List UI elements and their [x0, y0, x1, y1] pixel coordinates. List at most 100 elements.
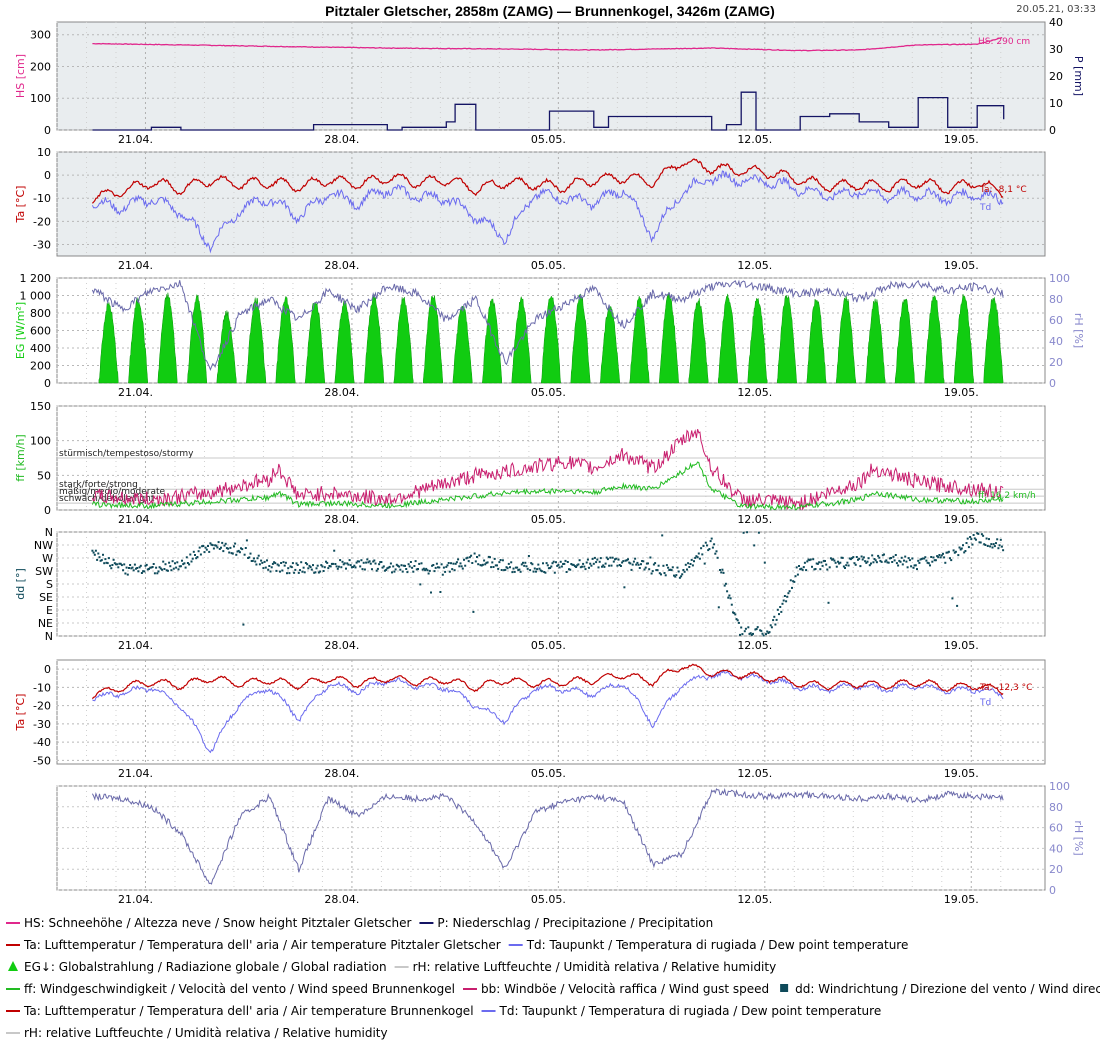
wind-direction-point: [950, 559, 953, 562]
wind-direction-point: [645, 562, 648, 565]
wind-direction-point: [647, 562, 649, 565]
wind-direction-point: [595, 561, 598, 564]
wind-direction-point: [258, 563, 261, 566]
wind-direction-point: [143, 570, 146, 573]
wind-direction-point: [441, 573, 444, 576]
wind-direction-point: [367, 561, 370, 564]
wind-direction-point: [737, 621, 740, 624]
wind-direction-point: [560, 565, 563, 568]
wind-direction-point: [229, 546, 232, 549]
y-tick-label: 800: [30, 307, 51, 320]
wind-direction-point: [808, 559, 811, 562]
wind-direction-point: [597, 566, 600, 569]
x-tick-label: 19.05.: [944, 133, 979, 146]
wind-direction-point: [137, 570, 140, 573]
wind-direction-point: [496, 564, 498, 567]
wind-direction-point: [665, 564, 668, 567]
wind-direction-point: [217, 541, 220, 544]
wind-direction-point: [978, 541, 981, 544]
panel-temp-pitztal: 21.04. 28.04. 05.05. 12.05. 19.05. -30 -20 -10 0…: [14, 146, 1046, 272]
wind-direction-point: [629, 562, 632, 565]
wind-direction-point: [362, 561, 365, 564]
radiation-day: [364, 294, 385, 384]
y-tick-label: 0: [44, 663, 51, 676]
wind-direction-point: [94, 549, 97, 552]
panel-wind-speed: 21.04. 28.04. 05.05. 12.05. 19.05. 0 50 100 150 f…: [14, 400, 1046, 526]
wind-direction-point: [523, 564, 526, 567]
wind-direction-point: [606, 558, 609, 561]
panel-wind-direction: 21.04. 28.04. 05.05. 12.05. 19.05.NNWWSWSSEE…: [14, 526, 1046, 652]
wind-direction-point: [914, 564, 917, 567]
wind-direction-point: [99, 559, 102, 562]
wind-direction-point: [225, 547, 228, 550]
y2-tick-label: 40: [1049, 335, 1063, 348]
wind-direction-point: [739, 633, 741, 636]
wind-direction-point: [706, 544, 708, 547]
wind-direction-point: [487, 555, 490, 558]
wind-direction-point: [306, 563, 309, 566]
wind-direction-point: [516, 566, 519, 569]
wind-direction-point: [977, 532, 980, 535]
wind-direction-point: [494, 564, 497, 567]
wind-direction-point: [937, 556, 940, 559]
y2-tick-label: 30: [1049, 43, 1063, 56]
wind-direction-point: [406, 571, 409, 574]
wind-direction-point: [234, 542, 237, 545]
wind-direction-point: [943, 556, 946, 559]
wind-direction-point: [794, 575, 797, 578]
wind-direction-point: [218, 548, 221, 550]
wind-direction-point: [680, 575, 683, 578]
wind-direction-point: [149, 566, 152, 569]
x-tick-label: 28.04.: [324, 513, 359, 526]
x-tick-label: 19.05.: [944, 386, 979, 399]
wind-direction-point: [381, 566, 384, 569]
wind-direction-point: [350, 566, 353, 569]
wind-direction-point: [444, 570, 447, 573]
y2-tick-label: 0: [1049, 377, 1056, 390]
wind-direction-point: [691, 564, 694, 567]
wind-direction-point: [723, 584, 726, 587]
wind-direction-point: [714, 552, 717, 555]
wind-direction-point: [481, 563, 484, 566]
wind-direction-point: [576, 564, 579, 567]
wind-direction-point: [753, 544, 756, 547]
wind-direction-point: [993, 545, 996, 548]
y2-tick-label: 80: [1049, 801, 1063, 814]
wind-direction-point: [123, 563, 126, 566]
wind-direction-point: [361, 568, 364, 571]
wind-direction-point: [420, 562, 423, 565]
wind-direction-point: [860, 555, 863, 558]
wind-direction-point: [314, 571, 317, 574]
x-tick-label: 28.04.: [324, 767, 359, 780]
wind-direction-point: [770, 626, 773, 629]
wind-direction-point: [980, 533, 983, 536]
wind-direction-point: [634, 557, 637, 560]
wind-direction-point: [840, 556, 843, 559]
wind-direction-point: [591, 557, 594, 560]
x-tick-label: 21.04.: [118, 133, 153, 146]
wind-direction-point: [421, 568, 424, 571]
wind-direction-point: [769, 624, 772, 627]
wind-direction-point: [499, 559, 502, 561]
wind-direction-point: [575, 566, 578, 568]
wind-direction-point: [619, 565, 622, 567]
wind-direction-point: [409, 561, 412, 563]
radiation-day: [511, 295, 532, 384]
wind-direction-point: [809, 558, 812, 561]
wind-direction-point: [849, 558, 852, 561]
air-temp-line: [91, 158, 1004, 204]
wind-direction-point: [513, 570, 516, 573]
wind-direction-point: [744, 627, 747, 630]
wind-direction-point: [864, 560, 867, 563]
wind-direction-point: [635, 563, 638, 566]
wind-direction-point: [989, 545, 992, 548]
wind-direction-point: [512, 567, 515, 570]
wind-direction-point: [851, 557, 854, 560]
wind-direction-point: [778, 613, 780, 616]
wind-direction-point: [461, 567, 464, 570]
y-axis-label: HS [cm]: [14, 54, 27, 98]
wind-direction-point: [726, 590, 729, 593]
wind-direction-point: [603, 565, 606, 568]
wind-direction-point: [874, 559, 877, 562]
wind-direction-point: [228, 551, 231, 554]
